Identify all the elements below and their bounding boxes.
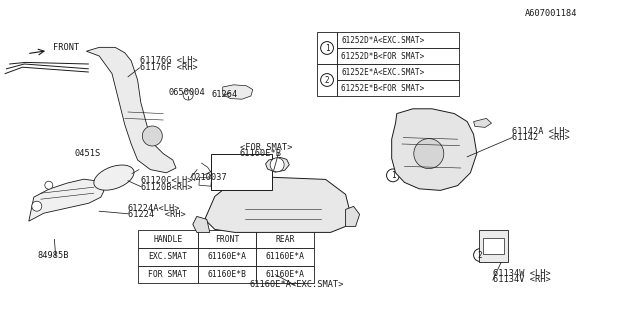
Text: 61264: 61264 bbox=[211, 90, 237, 99]
Polygon shape bbox=[29, 179, 104, 221]
Polygon shape bbox=[193, 216, 210, 232]
Polygon shape bbox=[266, 157, 289, 172]
Text: 61120C<LH>: 61120C<LH> bbox=[141, 176, 193, 185]
Bar bbox=[337, 48, 459, 64]
Bar bbox=[256, 248, 314, 266]
Bar bbox=[256, 266, 314, 283]
Ellipse shape bbox=[94, 165, 134, 190]
Text: 61120B<RH>: 61120B<RH> bbox=[141, 183, 193, 192]
Text: 61176F <RH>: 61176F <RH> bbox=[140, 63, 197, 72]
Polygon shape bbox=[86, 47, 176, 173]
Text: FRONT: FRONT bbox=[215, 235, 239, 244]
Circle shape bbox=[270, 158, 284, 172]
Text: 1: 1 bbox=[324, 44, 330, 52]
Bar bbox=[198, 266, 256, 283]
Text: 61176G <LH>: 61176G <LH> bbox=[140, 56, 197, 65]
Bar bbox=[317, 64, 337, 96]
Bar bbox=[483, 238, 504, 254]
Bar bbox=[337, 80, 459, 96]
Bar bbox=[317, 32, 337, 64]
Circle shape bbox=[387, 169, 399, 182]
Bar bbox=[337, 64, 459, 80]
Text: Q210037: Q210037 bbox=[191, 173, 227, 182]
Text: 61224  <RH>: 61224 <RH> bbox=[128, 210, 186, 219]
Text: 61160E*A<EXC.SMAT>: 61160E*A<EXC.SMAT> bbox=[250, 280, 344, 289]
Text: 61142A <LH>: 61142A <LH> bbox=[512, 127, 570, 136]
Text: 61160E*A: 61160E*A bbox=[266, 252, 304, 261]
Polygon shape bbox=[223, 85, 253, 99]
Text: 61252E*B<FOR SMAT>: 61252E*B<FOR SMAT> bbox=[341, 84, 424, 92]
Text: 61224A<LH>: 61224A<LH> bbox=[128, 204, 180, 212]
Bar bbox=[256, 230, 314, 248]
Bar bbox=[138, 248, 198, 266]
Text: 2: 2 bbox=[477, 251, 483, 260]
Bar bbox=[211, 154, 272, 190]
Polygon shape bbox=[474, 118, 492, 127]
Circle shape bbox=[414, 139, 444, 169]
Text: FRONT: FRONT bbox=[53, 43, 79, 52]
Circle shape bbox=[474, 249, 486, 261]
Text: 61142  <RH>: 61142 <RH> bbox=[512, 133, 570, 142]
Text: <FOR SMAT>: <FOR SMAT> bbox=[240, 143, 292, 152]
Circle shape bbox=[142, 126, 163, 146]
Text: 2: 2 bbox=[324, 76, 330, 84]
Text: FOR SMAT: FOR SMAT bbox=[148, 270, 188, 279]
Text: 61160E*B: 61160E*B bbox=[208, 270, 246, 279]
Text: REAR: REAR bbox=[275, 235, 294, 244]
Text: 61252D*B<FOR SMAT>: 61252D*B<FOR SMAT> bbox=[341, 52, 424, 60]
Text: HANDLE: HANDLE bbox=[154, 235, 182, 244]
Text: 61160E*A: 61160E*A bbox=[208, 252, 246, 261]
Text: 61160E*A: 61160E*A bbox=[266, 270, 304, 279]
Bar bbox=[138, 230, 198, 248]
Text: 0451S: 0451S bbox=[75, 149, 101, 158]
Text: 61160E*B: 61160E*B bbox=[240, 149, 282, 158]
Circle shape bbox=[32, 201, 42, 211]
Bar bbox=[198, 248, 256, 266]
Polygon shape bbox=[392, 109, 477, 190]
Text: 61134V <RH>: 61134V <RH> bbox=[493, 276, 550, 284]
Text: 61252D*A<EXC.SMAT>: 61252D*A<EXC.SMAT> bbox=[341, 36, 424, 44]
Text: 0650004: 0650004 bbox=[169, 88, 205, 97]
Text: 61134W <LH>: 61134W <LH> bbox=[493, 269, 550, 278]
Text: 84985B: 84985B bbox=[37, 252, 68, 260]
Bar bbox=[138, 266, 198, 283]
Text: 61252E*A<EXC.SMAT>: 61252E*A<EXC.SMAT> bbox=[341, 68, 424, 76]
Text: A607001184: A607001184 bbox=[525, 9, 577, 18]
Text: EXC.SMAT: EXC.SMAT bbox=[148, 252, 188, 261]
Circle shape bbox=[183, 90, 193, 100]
Circle shape bbox=[321, 42, 333, 54]
Circle shape bbox=[321, 74, 333, 86]
Bar bbox=[337, 32, 459, 48]
Polygon shape bbox=[205, 176, 351, 232]
Text: 1: 1 bbox=[390, 171, 396, 180]
Circle shape bbox=[45, 181, 52, 189]
Bar bbox=[479, 230, 508, 262]
Bar bbox=[199, 177, 212, 186]
Bar bbox=[198, 230, 256, 248]
Polygon shape bbox=[346, 206, 360, 227]
